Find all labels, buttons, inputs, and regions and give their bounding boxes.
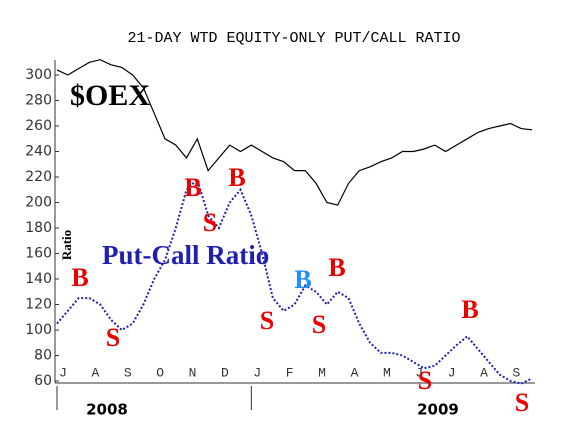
y-tick-label: 200: [25, 195, 52, 211]
x-tick-label: A: [351, 365, 359, 380]
signal-annotation: B: [184, 173, 201, 202]
x-tick-label: J: [415, 365, 423, 380]
y-tick-label: 260: [25, 118, 52, 134]
signal-annotation: B: [294, 265, 311, 294]
y-tick-label: 280: [25, 93, 52, 109]
y-axis-label: Ratio: [59, 230, 74, 260]
x-tick-label: A: [480, 365, 488, 380]
series-label: $OEX: [70, 79, 150, 112]
y-tick-label: 160: [25, 246, 52, 262]
series-label: Put-Call Ratio: [102, 240, 269, 270]
x-tick-label: O: [156, 365, 164, 380]
chart-title: 21-DAY WTD EQUITY-ONLY PUT/CALL RATIO: [127, 30, 460, 47]
y-tick-label: 140: [25, 271, 52, 287]
signal-annotation: B: [328, 253, 345, 282]
x-tick-label: J: [448, 365, 456, 380]
signal-annotation: S: [260, 306, 274, 335]
signal-annotation: S: [106, 323, 120, 352]
x-tick-label: A: [91, 365, 99, 380]
signal-annotation: B: [71, 263, 88, 292]
year-label: 2008: [86, 401, 128, 419]
x-tick-label: S: [124, 365, 132, 380]
series-line: [56, 59, 533, 206]
signal-annotation: S: [203, 208, 217, 237]
year-label: 2009: [417, 401, 459, 419]
y-tick-label: 300: [25, 67, 52, 83]
y-tick-label: 240: [25, 144, 52, 160]
x-tick-label: M: [318, 365, 326, 380]
y-tick-label: 80: [34, 348, 52, 364]
signal-annotation: S: [418, 366, 432, 395]
y-tick-label: 100: [25, 322, 52, 338]
y-tick-label: 220: [25, 169, 52, 185]
x-tick-label: J: [253, 365, 261, 380]
x-tick-label: N: [189, 365, 197, 380]
signal-annotation: S: [312, 310, 326, 339]
signal-annotation: B: [461, 295, 478, 324]
y-tick-label: 60: [34, 373, 52, 389]
x-tick-label: M: [383, 365, 391, 380]
x-tick-label: F: [286, 365, 294, 380]
signal-annotation: S: [515, 388, 529, 417]
y-tick-label: 180: [25, 220, 52, 236]
x-tick-label: D: [221, 365, 229, 380]
signal-annotation: B: [228, 163, 245, 192]
x-tick-label: J: [59, 365, 67, 380]
y-tick-label: 120: [25, 297, 52, 313]
x-tick-label: S: [513, 365, 521, 380]
